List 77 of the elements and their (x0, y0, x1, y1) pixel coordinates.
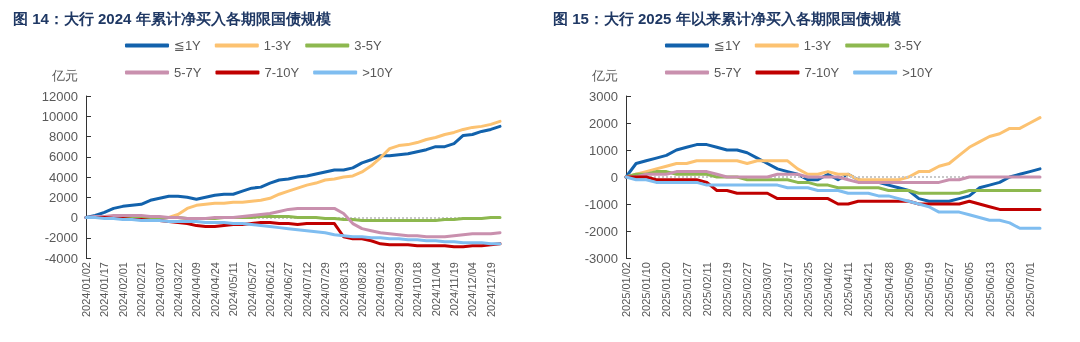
legend-label: 3-5Y (894, 38, 923, 53)
x-tick-label: 2025/01/10 (640, 262, 653, 318)
chart-title: 图 14：大行 2024 年累计净买入各期限国债规模 (13, 10, 332, 27)
x-tick-label: 2024/11/04 (429, 262, 442, 317)
legend-label: 7-10Y (804, 65, 840, 80)
legend-label: 1-3Y (803, 38, 832, 53)
legend-label: 5-7Y (174, 65, 202, 80)
y-tick-label: 2000 (589, 115, 618, 131)
x-tick-label: 2024/12/19 (484, 262, 497, 318)
legend-label: 7-10Y (264, 65, 300, 80)
y-tick-label: -3000 (584, 250, 618, 266)
x-tick-label: 2024/06/27 (282, 262, 295, 318)
y-tick-label: 2000 (49, 189, 78, 205)
y-axis-title: 亿元 (51, 68, 78, 83)
y-tick-label: -2000 (584, 223, 618, 239)
x-tick-label: 2024/03/07 (153, 262, 166, 318)
x-tick-label: 2024/06/12 (264, 262, 276, 318)
legend-label: 1-3Y (263, 38, 292, 53)
x-tick-label: 2025/05/27 (943, 262, 956, 318)
x-tick-label: 2025/01/02 (620, 262, 632, 318)
x-tick-label: 2024/08/13 (337, 262, 350, 318)
y-tick-label: 3000 (589, 88, 618, 104)
x-tick-label: 2024/04/24 (208, 262, 221, 318)
x-tick-label: 2024/07/29 (319, 262, 332, 318)
legend-label: >10Y (362, 65, 394, 80)
x-tick-label: 2024/03/22 (172, 262, 184, 318)
x-tick-label: 2025/02/27 (741, 262, 754, 318)
x-tick-label: 2025/03/25 (801, 262, 814, 318)
x-tick-label: 2025/04/28 (882, 262, 895, 318)
y-tick-label: 0 (610, 169, 618, 185)
x-tick-label: 2024/09/12 (374, 262, 387, 318)
y-tick-label: -4000 (44, 250, 78, 266)
y-tick-label: 8000 (49, 129, 78, 144)
y-tick-label: -1000 (584, 196, 618, 212)
x-tick-label: 2025/04/11 (842, 262, 855, 317)
x-tick-label: 2025/01/27 (680, 262, 693, 318)
line-series (624, 175, 1042, 230)
legend-label: 5-7Y (714, 65, 742, 80)
legend-label: 3-5Y (354, 38, 383, 53)
y-tick-label: 1000 (589, 142, 618, 158)
x-tick-label: 2024/10/18 (411, 262, 424, 318)
x-tick-label: 2025/02/11 (700, 262, 713, 317)
x-tick-label: 2024/05/27 (245, 262, 258, 318)
x-tick-label: 2025/05/09 (902, 262, 915, 318)
y-axis-title: 亿元 (591, 68, 618, 83)
x-tick-label: 2024/01/02 (80, 262, 92, 318)
x-tick-label: 2024/12/04 (466, 262, 479, 318)
chart-title: 图 15：大行 2025 年以来累计净买入各期限国债规模 (553, 10, 902, 27)
y-tick-label: 0 (70, 210, 78, 225)
x-tick-label: 2024/09/29 (392, 262, 405, 318)
y-tick-label: 10000 (41, 108, 78, 124)
x-tick-label: 2024/01/17 (98, 262, 111, 318)
x-tick-label: 2025/05/19 (922, 262, 935, 318)
y-tick-label: -2000 (44, 230, 78, 246)
x-tick-label: 2024/04/09 (190, 262, 203, 318)
x-tick-label: 2024/02/21 (135, 262, 148, 318)
legend-label: >10Y (902, 65, 934, 80)
x-tick-label: 2025/02/19 (720, 262, 733, 318)
x-tick-label: 2025/04/21 (862, 262, 875, 318)
x-tick-label: 2025/01/20 (660, 262, 673, 318)
x-tick-label: 2025/04/02 (821, 262, 834, 318)
y-tick-label: 6000 (49, 149, 78, 165)
x-tick-label: 2025/07/01 (1023, 262, 1036, 318)
x-tick-label: 2025/03/07 (761, 262, 774, 318)
x-tick-label: 2024/07/12 (300, 262, 313, 318)
x-tick-label: 2025/06/23 (1003, 262, 1016, 318)
y-tick-label: 12000 (41, 88, 78, 104)
x-tick-label: 2025/03/17 (781, 262, 794, 318)
y-tick-label: 4000 (49, 169, 78, 185)
x-tick-label: 2025/06/13 (983, 262, 996, 318)
x-tick-label: 2024/08/28 (356, 262, 368, 318)
legend-label: ≦1Y (714, 38, 742, 53)
legend-label: ≦1Y (174, 38, 202, 53)
x-tick-label: 2024/02/01 (116, 262, 129, 318)
x-tick-label: 2024/05/11 (227, 262, 240, 317)
x-tick-label: 2025/06/05 (963, 262, 976, 318)
x-tick-label: 2024/11/19 (448, 262, 460, 317)
